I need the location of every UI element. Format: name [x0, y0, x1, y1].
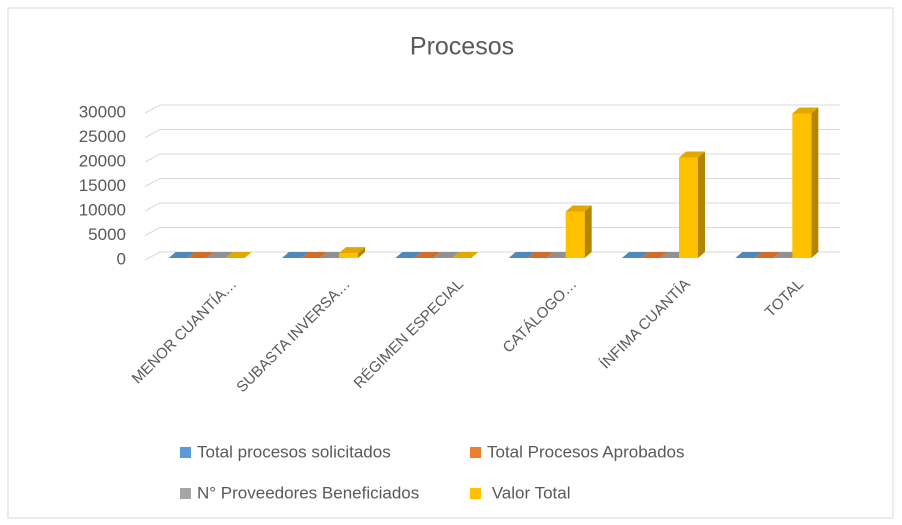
- bar: [527, 252, 554, 259]
- bar: [754, 252, 781, 259]
- bar: [339, 247, 365, 258]
- bar: [452, 252, 479, 259]
- grid-line: [144, 129, 840, 138]
- bar-top: [339, 247, 365, 254]
- y-tick-label: 30000: [79, 102, 126, 121]
- bar-top: [206, 252, 233, 258]
- y-tick-label: 0: [117, 249, 126, 268]
- bar-top-shade: [206, 252, 233, 258]
- grid-line: [144, 153, 840, 163]
- bar: [565, 205, 592, 258]
- legend-swatch: [470, 447, 481, 458]
- bar-top: [414, 252, 441, 258]
- bar-top-shade: [282, 252, 308, 258]
- grid-line: [144, 227, 840, 236]
- grid-line: [144, 178, 840, 187]
- bar-top-shade: [452, 252, 479, 258]
- bar-top: [565, 205, 592, 212]
- bar-front: [679, 157, 698, 258]
- legend-label: Valor Total: [487, 483, 570, 502]
- bar-top-shade: [735, 252, 762, 258]
- legend-swatch: [180, 447, 191, 458]
- grid-line: [144, 251, 840, 261]
- legend-label: Total Procesos Aprobados: [487, 442, 685, 461]
- bar-side: [358, 247, 365, 258]
- bar: [679, 151, 705, 258]
- bar: [206, 252, 233, 259]
- bar: [395, 252, 422, 259]
- bar-top: [433, 252, 460, 258]
- y-tick-label: 5000: [88, 225, 126, 244]
- bar-top-shade: [792, 107, 819, 114]
- bar: [735, 252, 762, 259]
- bar-top: [225, 252, 252, 258]
- grid-line: [144, 202, 840, 212]
- bar: [792, 107, 819, 258]
- bar-top-shade: [754, 252, 781, 258]
- bar-top: [508, 252, 535, 258]
- legend-swatch: [180, 488, 191, 499]
- bar-top-shade: [679, 151, 705, 158]
- grid-line: [144, 104, 840, 114]
- y-tick-label: 20000: [79, 151, 126, 170]
- bar-top-shade: [433, 252, 460, 258]
- bar-top: [452, 252, 479, 258]
- bar-top-shade: [527, 252, 554, 258]
- bar-top-shade: [414, 252, 441, 258]
- bar-side: [811, 107, 819, 258]
- bar-top-shade: [187, 252, 214, 258]
- bar: [168, 252, 195, 259]
- bar-top: [527, 252, 554, 258]
- bar-top-shade: [508, 252, 535, 258]
- bar-top-shade: [301, 252, 327, 258]
- bar: [433, 252, 460, 259]
- y-tick-label: 25000: [79, 127, 126, 146]
- bar-top-shade: [622, 252, 648, 258]
- bar-top: [792, 107, 819, 114]
- bar-front: [792, 113, 812, 258]
- chart-title: Procesos: [410, 33, 514, 61]
- bar-top-shade: [565, 205, 592, 212]
- bar-side-shade: [698, 151, 705, 258]
- bar-top: [641, 252, 667, 258]
- bar-top-shade: [395, 252, 422, 258]
- bar-side-shade: [358, 247, 365, 258]
- bar-top: [395, 252, 422, 258]
- bar-top: [754, 252, 781, 258]
- bar-top: [735, 252, 762, 258]
- bar: [622, 252, 648, 259]
- chart-border: [7, 7, 894, 519]
- y-tick-label: 15000: [79, 176, 126, 195]
- bar-top-shade: [339, 247, 365, 254]
- bar-top: [282, 252, 308, 258]
- legend-label: Total procesos solicitados: [197, 442, 391, 461]
- bar-side-shade: [811, 107, 819, 258]
- bar-top: [187, 252, 214, 258]
- legend-swatch: [470, 488, 481, 499]
- bar-top: [679, 151, 705, 158]
- y-tick-label: 10000: [79, 200, 126, 219]
- bar: [282, 252, 308, 259]
- bar-top: [168, 252, 195, 258]
- bar-top-shade: [168, 252, 195, 258]
- bar-front: [339, 253, 358, 258]
- bar: [414, 252, 441, 259]
- bar: [641, 252, 667, 259]
- bar: [301, 252, 327, 259]
- bar-top-shade: [225, 252, 252, 258]
- bar: [187, 252, 214, 259]
- bar-top-shade: [641, 252, 667, 258]
- bar-side: [584, 205, 592, 258]
- legend-label: N° Proveedores Beneficiados: [197, 483, 419, 502]
- bar-top: [301, 252, 327, 258]
- bar: [508, 252, 535, 259]
- bar-front: [565, 211, 585, 258]
- bar-side: [698, 151, 705, 258]
- bar: [225, 252, 252, 259]
- bar-top: [622, 252, 648, 258]
- bar-side-shade: [584, 205, 592, 258]
